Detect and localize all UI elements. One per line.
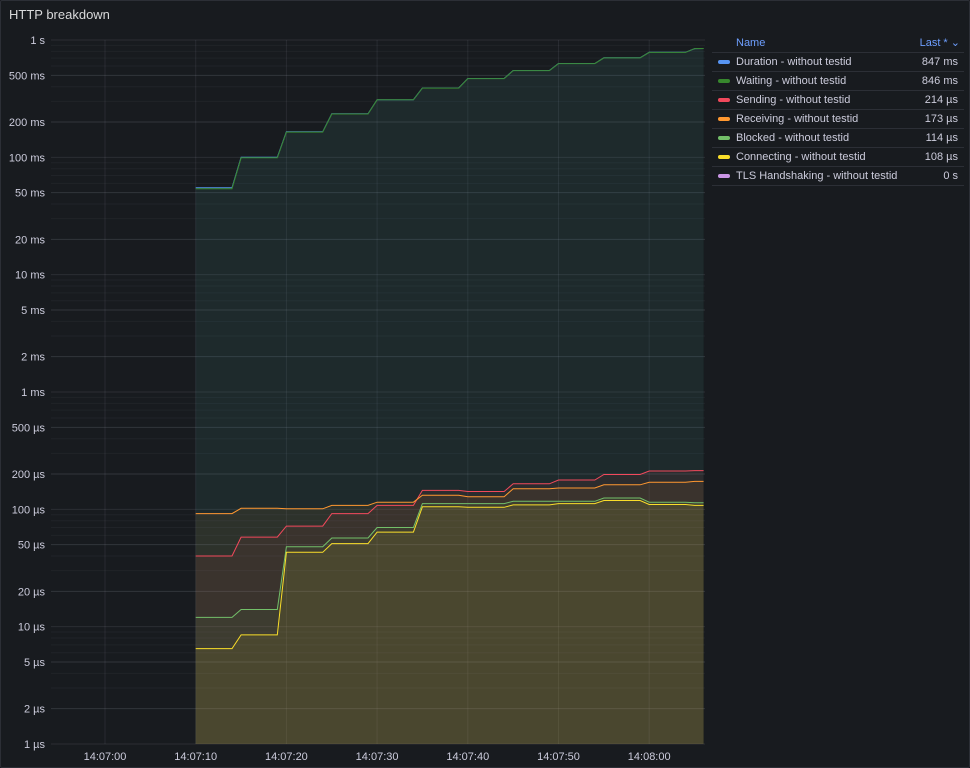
y-tick-label: 2 ms (21, 352, 45, 364)
y-tick-label: 10 µs (18, 622, 46, 634)
legend-item-last: 114 µs (925, 132, 958, 144)
legend-table: Name Last * ⌄ Duration - without testid 8… (712, 33, 964, 186)
legend-last-header[interactable]: Last * ⌄ (920, 36, 964, 49)
series-line (195, 48, 704, 190)
legend-item-last: 214 µs (924, 94, 958, 106)
y-tick-label: 2 µs (24, 704, 46, 716)
legend-item[interactable]: Waiting - without testid 846 ms (712, 72, 964, 91)
x-tick-label: 14:07:40 (446, 751, 489, 763)
y-tick-label: 500 µs (12, 422, 46, 434)
series-color-swatch (718, 79, 730, 83)
y-tick-label: 50 ms (15, 188, 45, 200)
legend-name-header: Name (736, 36, 766, 49)
series-color-swatch (718, 136, 730, 140)
legend-item-name: Sending - without testid (736, 94, 851, 106)
series-area (195, 500, 704, 744)
legend-item-last: 173 µs (924, 113, 958, 125)
series-area (195, 498, 704, 744)
y-tick-label: 5 µs (24, 657, 46, 669)
series-line (195, 500, 704, 650)
legend-item[interactable]: Duration - without testid 847 ms (712, 53, 964, 72)
legend-item[interactable]: Receiving - without testid 173 µs (712, 110, 964, 129)
legend-item-last: 846 ms (921, 75, 958, 87)
legend-header: Name Last * ⌄ (712, 33, 964, 53)
y-tick-label: 200 ms (9, 117, 46, 129)
legend-item-name: Connecting - without testid (736, 151, 866, 163)
y-tick-label: 1 s (30, 35, 45, 47)
y-tick-label: 200 µs (12, 469, 46, 481)
legend-item[interactable]: TLS Handshaking - without testid 0 s (712, 167, 964, 186)
x-tick-label: 14:07:20 (265, 751, 308, 763)
series-color-swatch (718, 117, 730, 121)
y-tick-label: 50 µs (18, 540, 46, 552)
series-color-swatch (718, 174, 730, 178)
series-area (195, 470, 704, 744)
x-tick-label: 14:07:50 (537, 751, 580, 763)
legend-item[interactable]: Connecting - without testid 108 µs (712, 148, 964, 167)
y-tick-label: 5 ms (21, 305, 45, 317)
legend-item-name: TLS Handshaking - without testid (736, 170, 898, 182)
legend-item[interactable]: Sending - without testid 214 µs (712, 91, 964, 110)
legend-item-name: Waiting - without testid (736, 75, 847, 87)
legend-item-name: Blocked - without testid (736, 132, 850, 144)
series-line (195, 480, 704, 515)
y-tick-label: 1 ms (21, 387, 45, 399)
time-series-chart[interactable]: 1 s 500 ms 200 ms 100 ms 50 ms 20 ms 10 ms 5 ms… (1, 1, 713, 767)
x-tick-label: 14:07:00 (84, 751, 127, 763)
series-area (195, 48, 704, 744)
x-tick-label: 14:08:00 (628, 751, 671, 763)
y-tick-label: 20 ms (15, 234, 45, 246)
y-tick-label: 10 ms (15, 270, 45, 282)
series-line (195, 470, 704, 557)
series-color-swatch (718, 98, 730, 102)
x-tick-label: 14:07:10 (174, 751, 217, 763)
y-tick-label: 100 ms (9, 152, 46, 164)
legend-item-last: 0 s (943, 170, 958, 182)
y-tick-label: 100 µs (12, 504, 46, 516)
series-color-swatch (718, 60, 730, 64)
y-tick-label: 20 µs (18, 586, 46, 598)
legend-item-last: 847 ms (921, 56, 958, 68)
legend-item-name: Receiving - without testid (736, 113, 859, 125)
series-color-swatch (718, 155, 730, 159)
series-line (195, 497, 704, 618)
chevron-down-icon: ⌄ (950, 37, 960, 49)
panel-title: HTTP breakdown (9, 7, 110, 22)
y-tick-label: 1 µs (24, 739, 46, 751)
x-tick-label: 14:07:30 (356, 751, 399, 763)
legend-item-name: Duration - without testid (736, 56, 852, 68)
series-area (195, 48, 704, 744)
legend-item-last: 108 µs (924, 151, 958, 163)
y-tick-label: 500 ms (9, 70, 46, 82)
legend-last-label: Last * (919, 37, 948, 49)
legend-item[interactable]: Blocked - without testid 114 µs (712, 129, 964, 148)
